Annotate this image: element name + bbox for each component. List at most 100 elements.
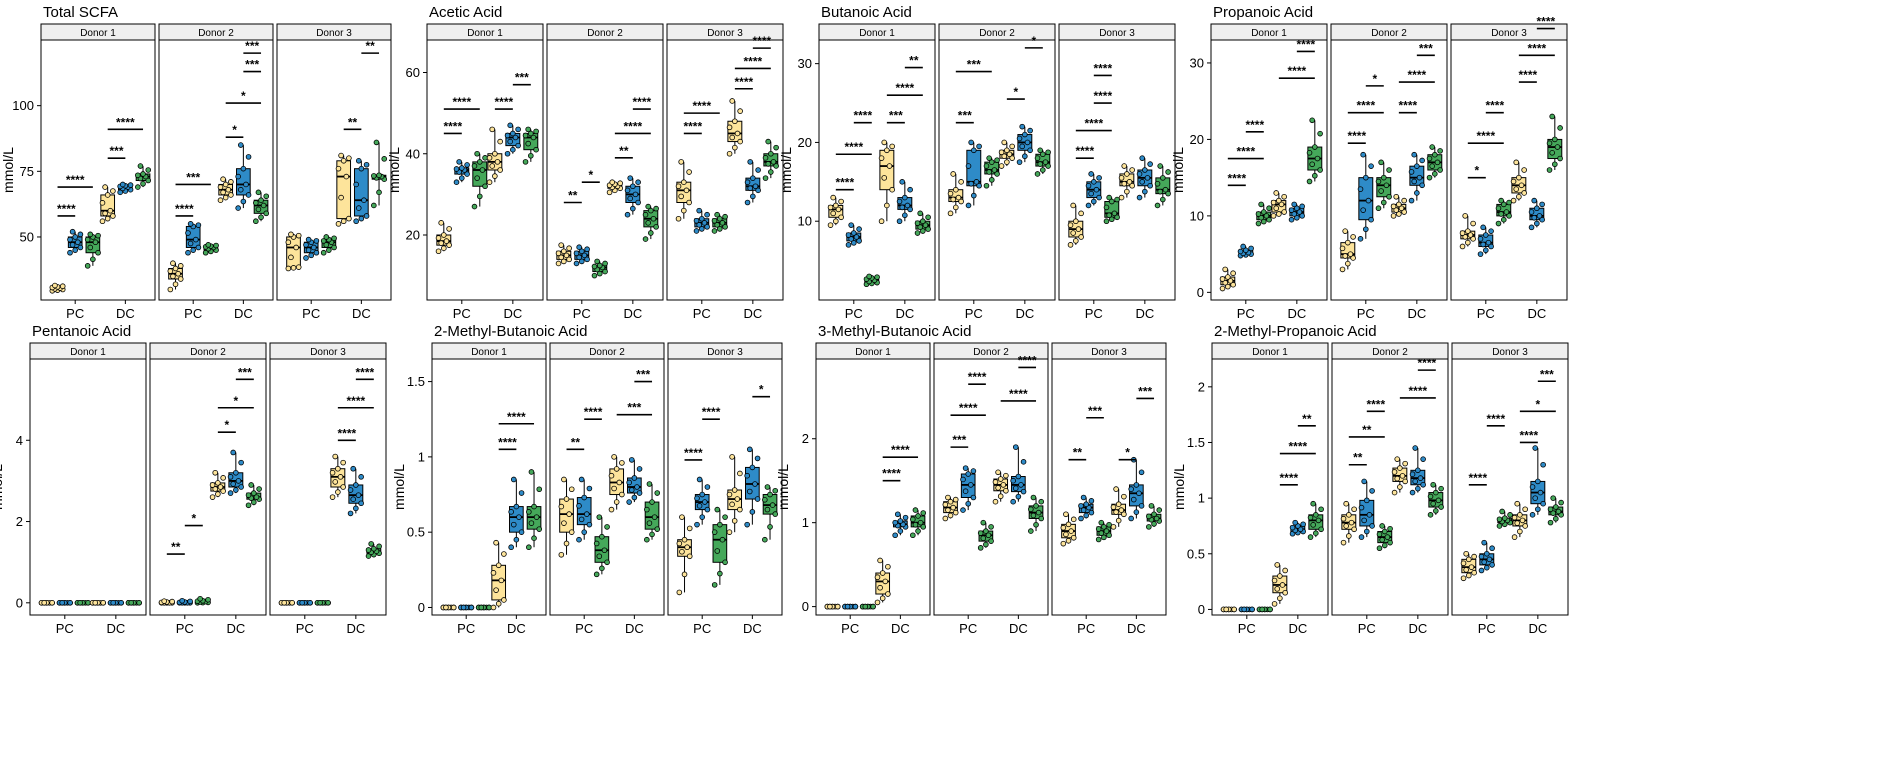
data-point <box>1078 210 1084 217</box>
data-point <box>197 595 203 602</box>
data-point <box>1309 117 1315 124</box>
data-point <box>973 179 980 185</box>
data-point <box>522 132 529 139</box>
data-point <box>1088 171 1094 177</box>
data-point <box>1144 175 1151 181</box>
data-point <box>1060 540 1067 547</box>
data-point <box>528 520 535 526</box>
data-point <box>1438 504 1444 510</box>
data-point <box>1383 182 1390 189</box>
box-green <box>1028 494 1045 534</box>
data-point <box>1118 194 1125 201</box>
data-point <box>251 490 257 496</box>
data-point <box>1136 490 1142 497</box>
box-yellow <box>89 600 106 606</box>
data-point <box>495 600 502 607</box>
data-point <box>698 215 705 222</box>
significance-label: **** <box>1018 353 1037 367</box>
data-point <box>1546 140 1553 147</box>
data-point <box>1434 159 1441 166</box>
data-point <box>635 199 641 206</box>
data-point <box>942 501 949 508</box>
data-point <box>504 150 511 157</box>
data-point <box>1409 471 1416 478</box>
data-point <box>1015 473 1022 480</box>
data-point <box>1342 253 1348 259</box>
x-tick-label: PC <box>959 621 977 636</box>
data-point <box>679 514 685 520</box>
data-point <box>1093 186 1100 193</box>
data-point <box>1160 196 1166 203</box>
data-point <box>489 126 496 133</box>
box-green <box>914 210 931 236</box>
data-point <box>561 476 567 483</box>
y-tick-label: 0 <box>1198 602 1205 617</box>
data-point <box>1466 572 1472 579</box>
panel-1: Donor 2PC DC**************** <box>1331 342 1449 636</box>
data-point <box>561 258 567 265</box>
data-point <box>1376 545 1383 552</box>
data-point <box>965 500 971 507</box>
y-axis-label: mmol/L <box>0 147 16 193</box>
data-point <box>729 134 736 141</box>
data-point <box>501 551 507 557</box>
data-point <box>747 185 753 192</box>
data-point <box>507 122 513 129</box>
panel-2: Donor 3PC DC********************* <box>1450 15 1568 321</box>
data-point <box>438 240 444 246</box>
data-point <box>228 192 234 198</box>
data-point <box>1435 497 1442 504</box>
data-point <box>1557 155 1563 162</box>
facet-strip-label: Donor 2 <box>979 28 1015 39</box>
data-point <box>970 192 977 199</box>
data-point <box>1500 201 1507 208</box>
data-point <box>977 530 984 536</box>
box-blue <box>504 122 521 157</box>
data-point <box>1470 220 1476 227</box>
y-tick-label: 50 <box>20 229 34 244</box>
data-point <box>135 172 141 179</box>
data-point <box>72 234 78 240</box>
data-point <box>1339 245 1346 252</box>
data-point <box>228 179 234 185</box>
data-point <box>701 220 708 226</box>
y-tick-label: 10 <box>1190 208 1204 223</box>
y-tick-label: 75 <box>20 164 34 179</box>
data-point <box>450 604 457 611</box>
data-point <box>1128 515 1134 522</box>
data-point <box>581 252 588 259</box>
data-point <box>185 249 191 256</box>
data-point <box>1106 532 1112 539</box>
data-point <box>1018 482 1024 488</box>
data-point <box>586 521 593 528</box>
panel-frame <box>1331 358 1449 616</box>
box-blue <box>453 159 470 185</box>
data-point <box>1266 205 1272 212</box>
data-point <box>722 559 728 566</box>
data-point <box>288 254 294 261</box>
data-point <box>1289 524 1296 531</box>
data-point <box>215 480 221 486</box>
significance-label: *** <box>952 433 966 447</box>
data-point <box>458 175 465 181</box>
data-point <box>634 484 640 490</box>
box-yellow <box>99 184 116 225</box>
data-point <box>260 202 267 209</box>
data-point <box>696 503 703 509</box>
x-tick-label: DC <box>1009 621 1028 636</box>
data-point <box>719 536 726 543</box>
data-point <box>104 192 111 198</box>
x-tick-label: PC <box>1357 306 1375 321</box>
significance-label: * <box>1031 34 1036 48</box>
data-point <box>102 210 108 217</box>
data-point <box>1375 178 1382 185</box>
panel-1: Donor 2PC DC******** <box>149 342 267 636</box>
data-point <box>1078 503 1084 509</box>
data-point <box>645 220 651 226</box>
data-point <box>85 600 91 606</box>
x-tick-label: DC <box>346 621 365 636</box>
data-point <box>1103 218 1110 225</box>
significance-label: ** <box>1362 423 1372 437</box>
significance-label: *** <box>186 170 200 184</box>
box-yellow <box>726 98 743 157</box>
